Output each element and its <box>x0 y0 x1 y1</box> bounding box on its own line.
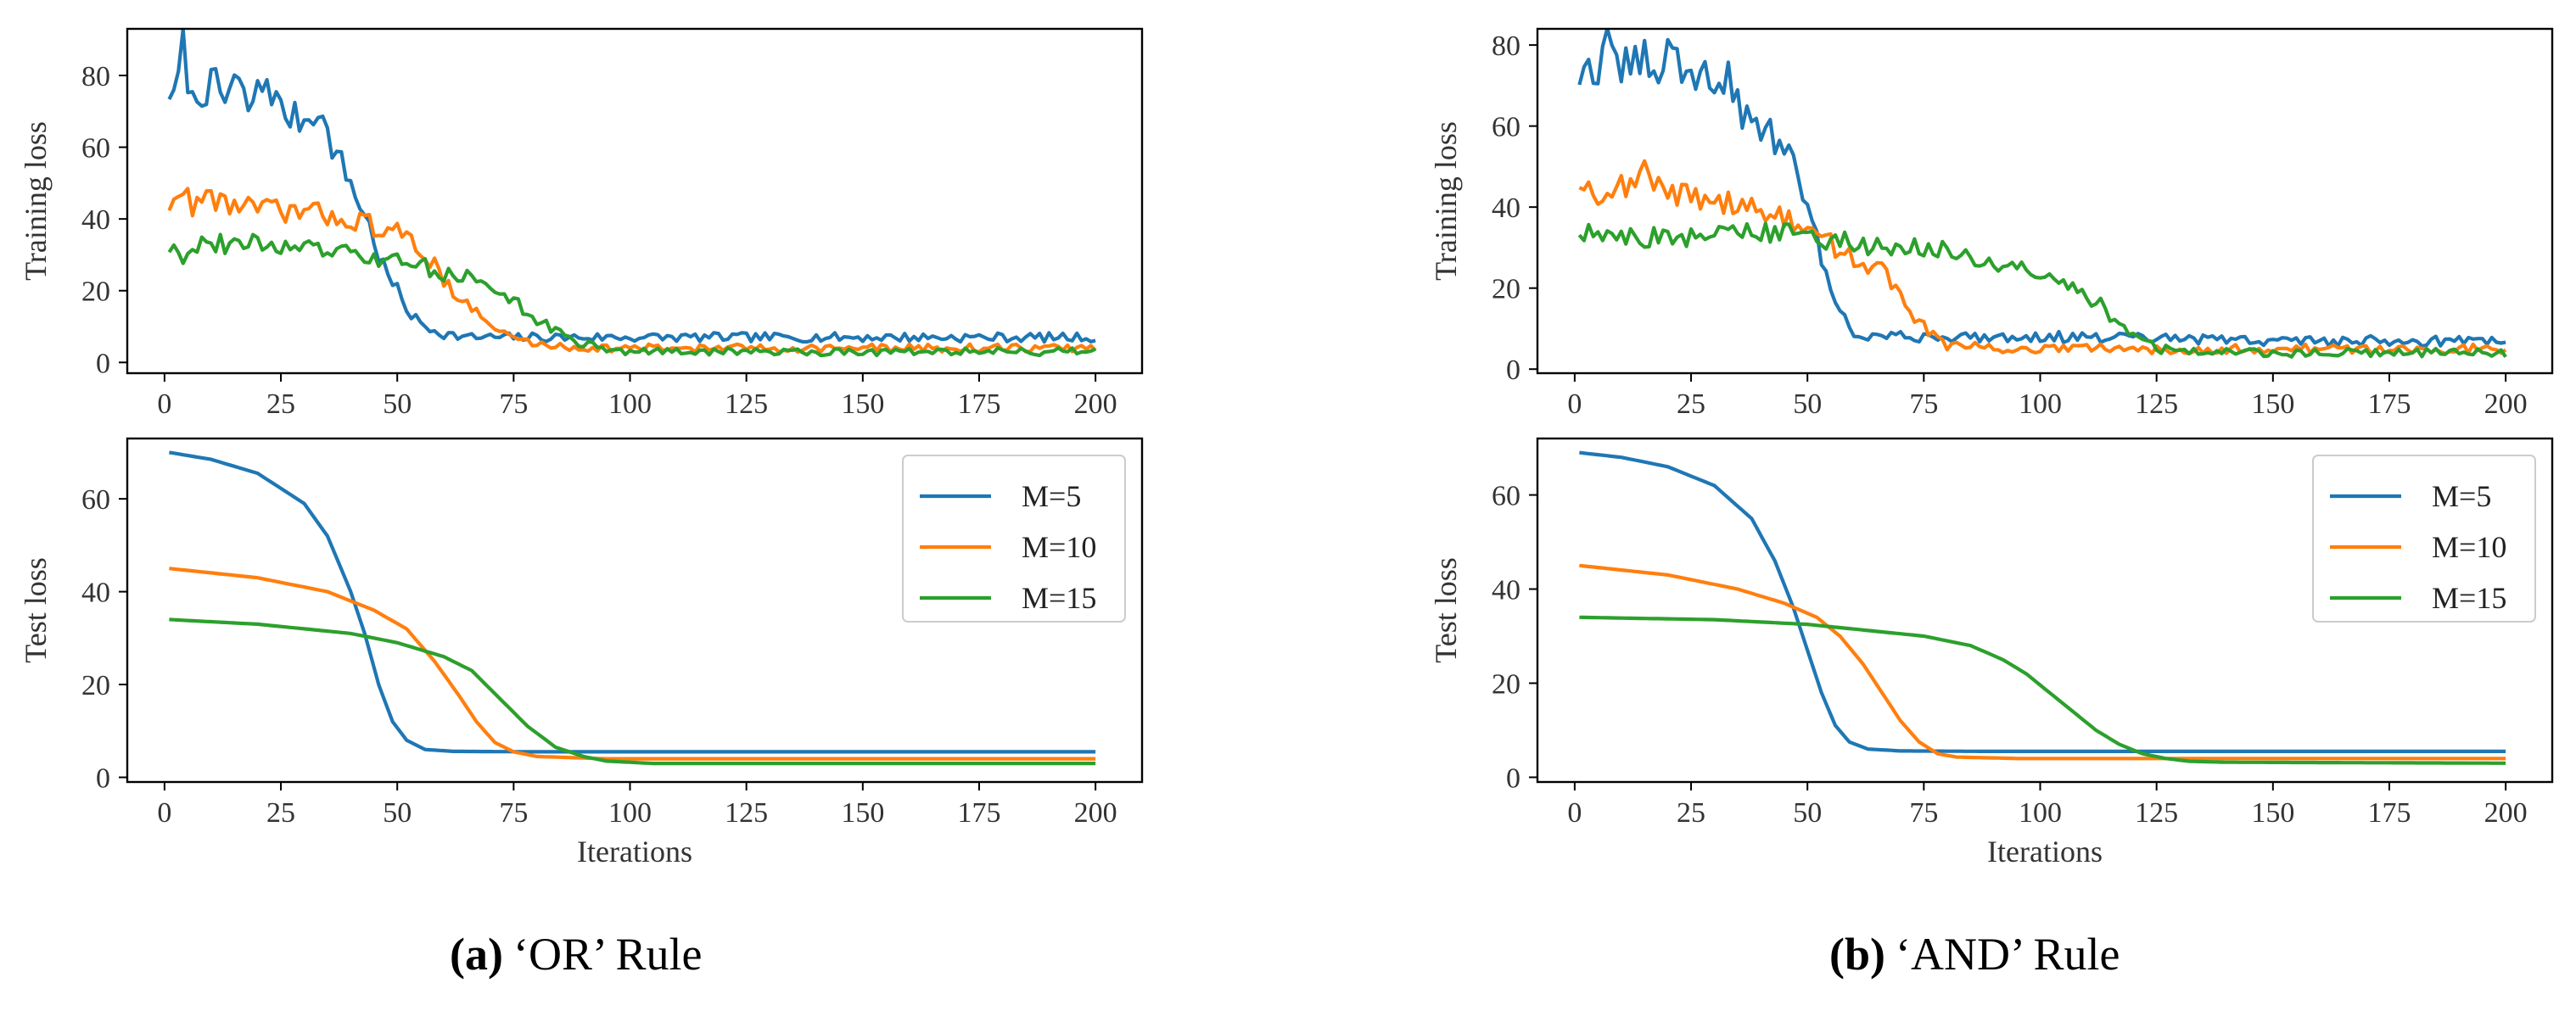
y-tick-label: 40 <box>81 204 110 236</box>
x-tick-label: 125 <box>725 388 768 420</box>
x-tick-label: 125 <box>2135 388 2178 420</box>
caption-a: (a) ‘OR’ Rule <box>450 929 702 980</box>
x-tick-label: 100 <box>608 388 652 420</box>
x-tick-label: 75 <box>1909 388 1938 420</box>
x-axis-label: Iterations <box>577 835 692 869</box>
legend-label: M=10 <box>1022 530 1096 564</box>
legend: M=5 M=10 M=15 <box>2312 455 2536 623</box>
y-axis-label: Training loss <box>1429 121 1463 281</box>
y-tick-label: 0 <box>96 763 110 795</box>
legend-label: M=5 <box>1022 479 1081 513</box>
y-tick-label: 0 <box>1506 355 1520 386</box>
x-tick-label: 75 <box>1909 797 1938 829</box>
x-tick-label: 150 <box>2251 797 2294 829</box>
x-tick-label: 0 <box>157 797 171 829</box>
caption-b-rule: ‘AND’ Rule <box>1896 929 2120 980</box>
series-line-m5 <box>169 450 1096 754</box>
x-tick-label: 200 <box>2484 388 2528 420</box>
x-tick-label: 75 <box>499 797 528 829</box>
caption-a-rule: ‘OR’ Rule <box>513 929 702 980</box>
axes-frame <box>126 437 1144 784</box>
y-axis-label: Test loss <box>19 557 53 663</box>
x-tick-label: 150 <box>841 797 884 829</box>
y-axis-label: Test loss <box>1429 557 1463 663</box>
x-tick-label: 200 <box>1074 797 1117 829</box>
y-tick-label: 40 <box>1492 575 1520 606</box>
x-tick-label: 25 <box>1677 388 1705 420</box>
y-tick-label: 60 <box>1492 481 1520 512</box>
x-tick-label: 0 <box>157 388 171 420</box>
x-tick-label: 200 <box>2484 797 2528 829</box>
y-tick-label: 60 <box>1492 112 1520 143</box>
caption-b-letter: (b) <box>1829 929 1885 980</box>
legend: M=5 M=10 M=15 <box>902 455 1126 623</box>
y-tick-label: 20 <box>81 276 110 308</box>
y-tick-label: 60 <box>81 133 110 165</box>
y-axis-label: Training loss <box>19 121 53 281</box>
y-tick-label: 80 <box>81 61 110 92</box>
legend-label: M=15 <box>1022 581 1096 615</box>
caption-b: (b) ‘AND’ Rule <box>1829 929 2120 980</box>
x-tick-label: 200 <box>1074 388 1117 420</box>
series-line-m10 <box>169 567 1096 761</box>
axes-frame <box>1536 27 2554 375</box>
axes-frame <box>1536 437 2554 784</box>
legend-label: M=5 <box>2432 479 2491 513</box>
y-tick-label: 0 <box>1506 762 1520 794</box>
x-tick-label: 25 <box>266 388 295 420</box>
x-tick-label: 125 <box>725 797 768 829</box>
series-line-m15 <box>1577 221 2507 359</box>
x-tick-label: 175 <box>2367 797 2411 829</box>
y-tick-label: 20 <box>1492 668 1520 700</box>
caption-a-letter: (a) <box>450 929 503 980</box>
series-line-m5 <box>167 29 1096 344</box>
axes-frame <box>126 27 1144 375</box>
series-line-m5 <box>1579 450 2506 753</box>
series-line-m10 <box>1578 159 2507 355</box>
x-tick-label: 25 <box>1677 797 1705 829</box>
test-loss-chart-or: 0 25 50 75 100 125 150 175 200 0 20 40 60 Test loss It… <box>19 437 1144 869</box>
y-tick-label: 20 <box>1492 274 1520 305</box>
x-tick-label: 100 <box>608 797 652 829</box>
legend-label: M=15 <box>2432 581 2506 615</box>
x-tick-label: 125 <box>2135 797 2178 829</box>
y-tick-label: 80 <box>1492 31 1520 62</box>
y-tick-label: 20 <box>81 670 110 701</box>
x-tick-label: 25 <box>266 797 295 829</box>
x-tick-label: 0 <box>1567 797 1582 829</box>
test-loss-chart-and: 0 25 50 75 100 125 150 175 200 0 20 40 60 Test loss It… <box>1429 437 2554 869</box>
y-tick-label: 40 <box>81 578 110 609</box>
x-tick-label: 100 <box>2019 797 2062 829</box>
x-tick-label: 50 <box>383 797 412 829</box>
x-tick-label: 50 <box>1793 797 1822 829</box>
training-loss-chart-or: 0 25 50 75 100 125 150 175 200 0 20 40 60 80 Training … <box>19 27 1144 420</box>
x-tick-label: 50 <box>1793 388 1822 420</box>
x-tick-label: 175 <box>2367 388 2411 420</box>
series-line-m15 <box>169 617 1096 766</box>
y-tick-label: 0 <box>96 348 110 379</box>
x-tick-label: 150 <box>2251 388 2294 420</box>
x-tick-label: 50 <box>383 388 412 420</box>
series-line-m5 <box>1577 29 2506 348</box>
x-tick-label: 75 <box>499 388 528 420</box>
series-line-m10 <box>167 187 1097 355</box>
y-tick-label: 40 <box>1492 193 1520 224</box>
legend-label: M=10 <box>2432 530 2506 564</box>
x-tick-label: 150 <box>841 388 884 420</box>
x-tick-label: 0 <box>1567 388 1582 420</box>
x-axis-label: Iterations <box>1987 835 2103 869</box>
training-loss-chart-and: 0 25 50 75 100 125 150 175 200 0 20 40 60 80 Training … <box>1429 27 2554 420</box>
y-tick-label: 60 <box>81 484 110 516</box>
x-tick-label: 175 <box>957 388 1000 420</box>
series-line-m10 <box>1579 563 2506 761</box>
series-line-m15 <box>1579 615 2506 765</box>
x-tick-label: 175 <box>957 797 1000 829</box>
x-tick-label: 100 <box>2019 388 2062 420</box>
series-line-m15 <box>167 232 1096 358</box>
